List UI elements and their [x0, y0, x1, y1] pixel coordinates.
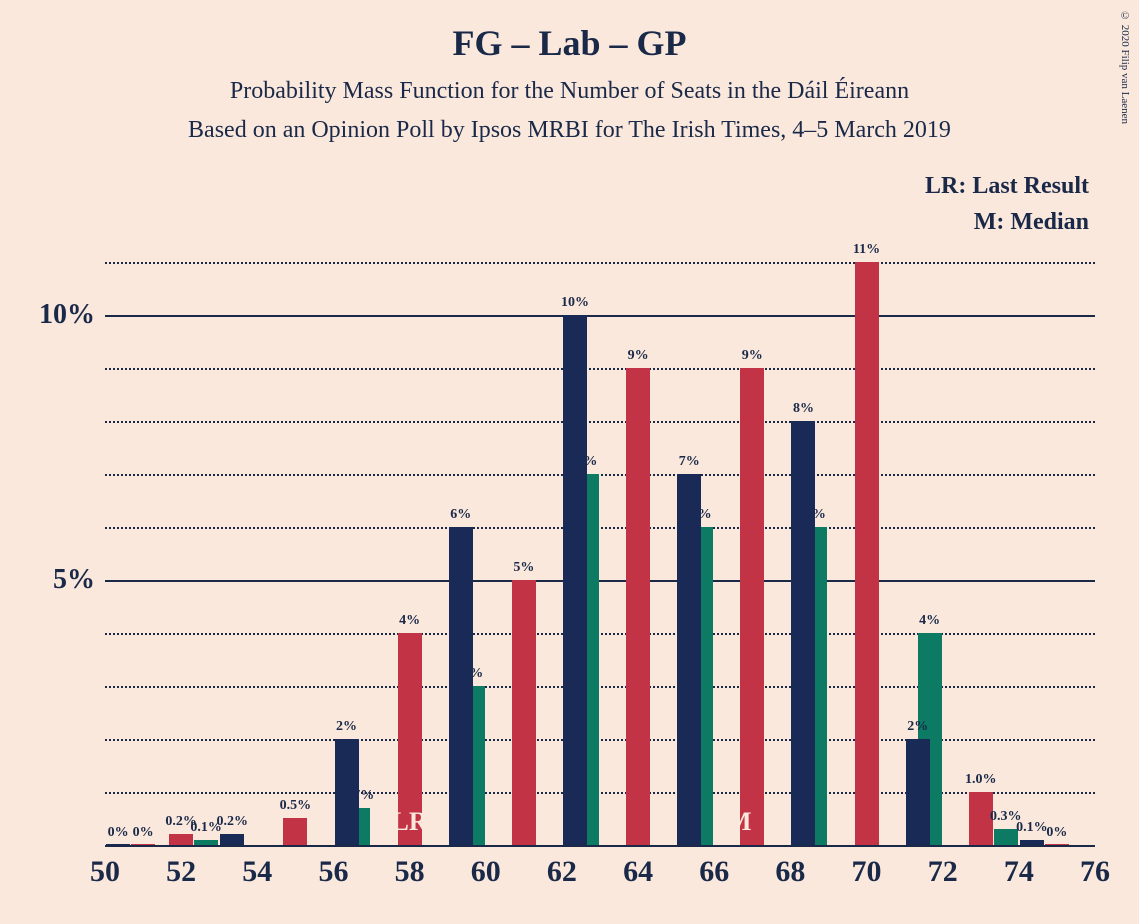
overlay-label: LR [392, 807, 428, 837]
x-tick-label: 68 [775, 855, 805, 889]
bar-value-label: 0% [108, 825, 129, 841]
bar [1020, 840, 1044, 845]
credit-text: © 2020 Filip van Laenen [1119, 10, 1131, 124]
bar-value-label: 4% [399, 613, 420, 629]
bar [131, 844, 155, 845]
bar [906, 739, 930, 845]
bar-value-label: 4% [919, 613, 940, 629]
bar [220, 834, 244, 845]
x-tick-label: 62 [547, 855, 577, 889]
legend-lr: LR: Last Result [925, 168, 1089, 204]
chart-title: FG – Lab – GP [0, 0, 1139, 64]
baseline [105, 845, 1095, 847]
bar-value-label: 0% [133, 825, 154, 841]
bar-value-label: 7% [679, 454, 700, 470]
bar [791, 421, 815, 845]
bar-value-label: 11% [853, 242, 880, 258]
bar [563, 315, 587, 845]
x-tick-label: 56 [318, 855, 348, 889]
bar-value-label: 0% [1046, 825, 1067, 841]
bar [106, 844, 130, 845]
x-tick-label: 76 [1080, 855, 1110, 889]
bar-value-label: 2% [907, 719, 928, 735]
bar-value-label: 9% [742, 348, 763, 364]
bar [1045, 844, 1069, 845]
y-tick-label: 10% [39, 299, 95, 331]
x-tick-label: 72 [928, 855, 958, 889]
legend: LR: Last Result M: Median [925, 168, 1089, 240]
bar [512, 580, 536, 845]
x-tick-label: 70 [852, 855, 882, 889]
bar [335, 739, 359, 845]
bar-value-label: 0.2% [217, 814, 249, 830]
bar-value-label: 2% [336, 719, 357, 735]
x-tick-label: 74 [1004, 855, 1034, 889]
bar [449, 527, 473, 845]
bar [677, 474, 701, 845]
bar [194, 840, 218, 845]
x-tick-label: 64 [623, 855, 653, 889]
bar [283, 818, 307, 845]
x-tick-label: 52 [166, 855, 196, 889]
bar-value-label: 5% [513, 560, 534, 576]
bar-value-label: 0.1% [1016, 820, 1048, 836]
bar [626, 368, 650, 845]
chart-subtitle-1: Probability Mass Function for the Number… [0, 78, 1139, 105]
bar-value-label: 0.5% [280, 798, 312, 814]
bar-value-label: 6% [450, 507, 471, 523]
bar [169, 834, 193, 845]
x-tick-label: 50 [90, 855, 120, 889]
x-tick-label: 60 [471, 855, 501, 889]
bar-value-label: 9% [628, 348, 649, 364]
bar [855, 262, 879, 845]
y-tick-label: 5% [53, 564, 95, 596]
bar-value-label: 1.0% [965, 772, 997, 788]
bar-value-label: 8% [793, 401, 814, 417]
x-tick-label: 54 [242, 855, 272, 889]
overlay-label: M [727, 807, 752, 837]
bar [740, 368, 764, 845]
bars-container: 0%0%0.2%0.1%0.2%0.5%0.7%2%4%3%6%5%7%10%9… [105, 235, 1095, 845]
chart-area: 5%10% 0%0%0.2%0.1%0.2%0.5%0.7%2%4%3%6%5%… [105, 235, 1095, 845]
x-tick-label: 58 [395, 855, 425, 889]
x-tick-label: 66 [699, 855, 729, 889]
chart-subtitle-2: Based on an Opinion Poll by Ipsos MRBI f… [0, 117, 1139, 144]
bar-value-label: 10% [561, 295, 589, 311]
bar [994, 829, 1018, 845]
